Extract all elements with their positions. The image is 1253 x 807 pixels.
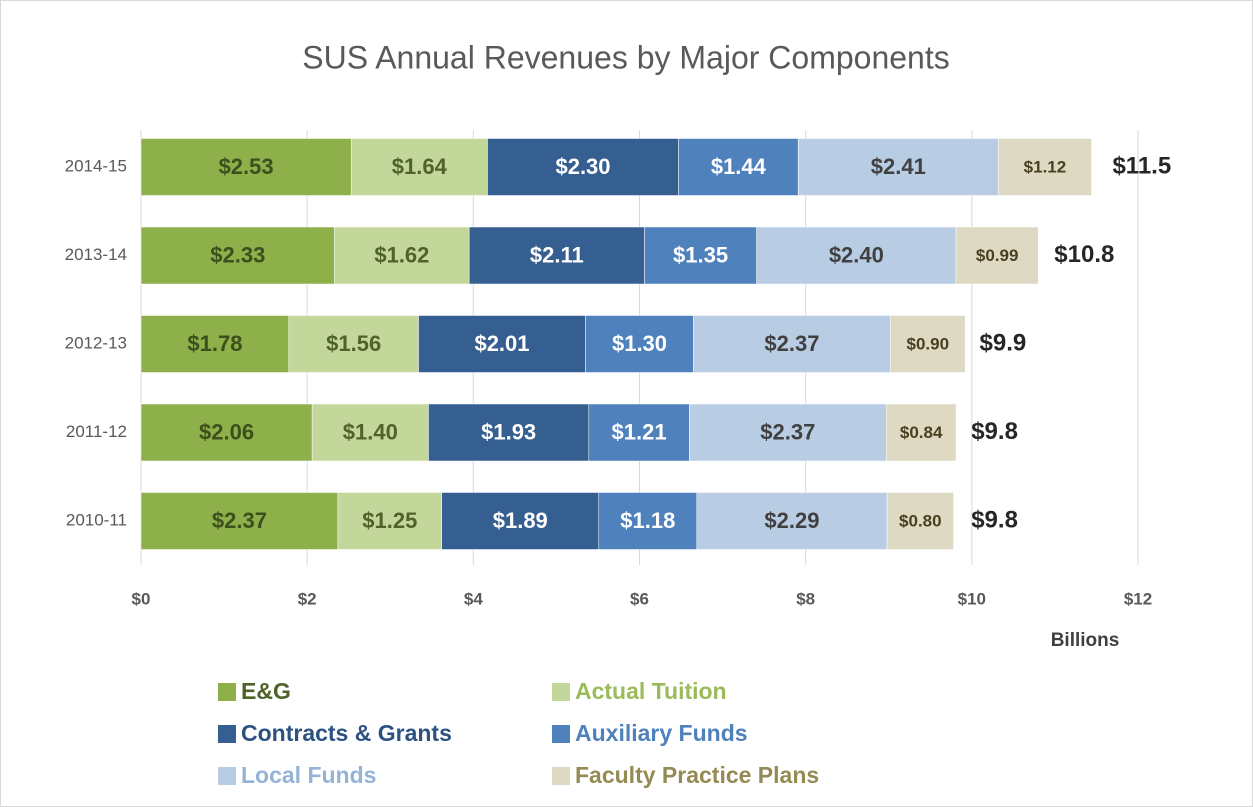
data-label: $1.18 xyxy=(620,508,675,533)
data-label: $0.80 xyxy=(899,511,942,530)
data-label: $0.84 xyxy=(900,423,943,442)
data-label: $2.29 xyxy=(764,508,819,533)
data-label: $1.12 xyxy=(1024,157,1067,176)
data-label: $1.25 xyxy=(362,508,417,533)
chart-title: SUS Annual Revenues by Major Components xyxy=(302,39,949,75)
data-label: $2.37 xyxy=(764,331,819,356)
data-label: $1.40 xyxy=(343,419,398,444)
bar-segment xyxy=(890,315,966,373)
x-tick-label: $0 xyxy=(132,589,151,608)
legend-swatch xyxy=(218,767,236,785)
bar-segment xyxy=(140,403,313,462)
data-label: $1.89 xyxy=(493,508,548,533)
data-label: $2.37 xyxy=(212,508,267,533)
data-label: $2.37 xyxy=(760,419,815,444)
legend-label: E&G xyxy=(241,678,291,704)
bar-segment xyxy=(886,403,957,462)
legend-swatch xyxy=(552,725,570,743)
total-label: $10.8 xyxy=(1054,241,1114,268)
data-label: $1.62 xyxy=(374,242,429,267)
data-label: $1.30 xyxy=(612,331,667,356)
total-label: $9.9 xyxy=(980,329,1027,356)
legend-label: Actual Tuition xyxy=(575,678,727,704)
data-label: $1.35 xyxy=(673,242,728,267)
x-tick-label: $2 xyxy=(298,589,317,608)
data-label: $2.53 xyxy=(219,154,274,179)
bar-segment xyxy=(428,403,590,462)
legend-swatch xyxy=(552,683,570,701)
y-tick-label: 2013-14 xyxy=(65,245,127,264)
data-label: $2.41 xyxy=(871,154,926,179)
bar-segment xyxy=(311,403,429,462)
legend-label: Contracts & Grants xyxy=(241,720,452,746)
bar-segment xyxy=(797,138,999,196)
legend-label: Local Funds xyxy=(241,762,376,788)
bar-segment xyxy=(487,138,679,196)
data-label: $0.90 xyxy=(907,334,950,353)
total-label: $11.5 xyxy=(1112,152,1171,179)
bar-segment xyxy=(756,226,957,285)
data-label: $1.44 xyxy=(711,154,767,179)
bar-segment xyxy=(886,492,954,550)
data-label: $2.30 xyxy=(555,154,610,179)
data-label: $1.78 xyxy=(187,331,242,356)
bar-segment xyxy=(468,226,645,285)
legend-swatch xyxy=(218,683,236,701)
x-tick-label: $10 xyxy=(958,589,986,608)
data-label: $1.56 xyxy=(326,331,381,356)
bar-segment xyxy=(644,226,757,285)
data-label: $2.40 xyxy=(829,242,884,267)
data-label: $1.21 xyxy=(612,419,667,444)
bar-segment xyxy=(140,226,335,285)
bar-segment xyxy=(418,315,586,373)
bar-segment xyxy=(689,403,887,462)
bar-segment xyxy=(693,315,891,373)
legend-label: Faculty Practice Plans xyxy=(575,762,819,788)
bar-segment xyxy=(140,138,352,196)
total-label: $9.8 xyxy=(971,418,1018,445)
y-tick-label: 2011-12 xyxy=(66,422,127,441)
data-label: $2.11 xyxy=(530,242,584,267)
data-label: $2.01 xyxy=(474,331,529,356)
legend-label: Auxiliary Funds xyxy=(575,720,748,746)
bar-segment xyxy=(678,138,799,196)
bar-segment xyxy=(441,492,600,550)
y-tick-label: 2012-13 xyxy=(65,333,127,352)
bar-segment xyxy=(998,138,1092,196)
x-tick-label: $8 xyxy=(796,589,815,608)
bar-segment xyxy=(334,226,470,285)
bar-segment xyxy=(598,492,698,550)
y-tick-label: 2010-11 xyxy=(66,510,127,529)
x-tick-label: $12 xyxy=(1124,589,1152,608)
legend-swatch xyxy=(552,767,570,785)
bar-segment xyxy=(588,403,690,462)
bar-segment xyxy=(288,315,419,373)
data-label: $2.33 xyxy=(210,242,265,267)
bar-segment xyxy=(585,315,694,373)
bar-segment xyxy=(696,492,888,550)
x-tick-label: $6 xyxy=(630,589,649,608)
total-label: $9.8 xyxy=(971,506,1018,533)
x-axis-label: Billions xyxy=(1051,630,1120,651)
data-label: $2.06 xyxy=(199,419,254,444)
bar-segment xyxy=(955,226,1039,285)
x-tick-label: $4 xyxy=(464,589,483,608)
data-label: $0.99 xyxy=(976,246,1019,265)
data-label: $1.64 xyxy=(392,154,448,179)
y-tick-label: 2014-15 xyxy=(65,156,127,175)
legend-swatch xyxy=(218,725,236,743)
bar-segment xyxy=(140,492,339,550)
bar-segment xyxy=(350,138,488,196)
bar-segment xyxy=(140,315,290,373)
data-label: $1.93 xyxy=(481,419,536,444)
